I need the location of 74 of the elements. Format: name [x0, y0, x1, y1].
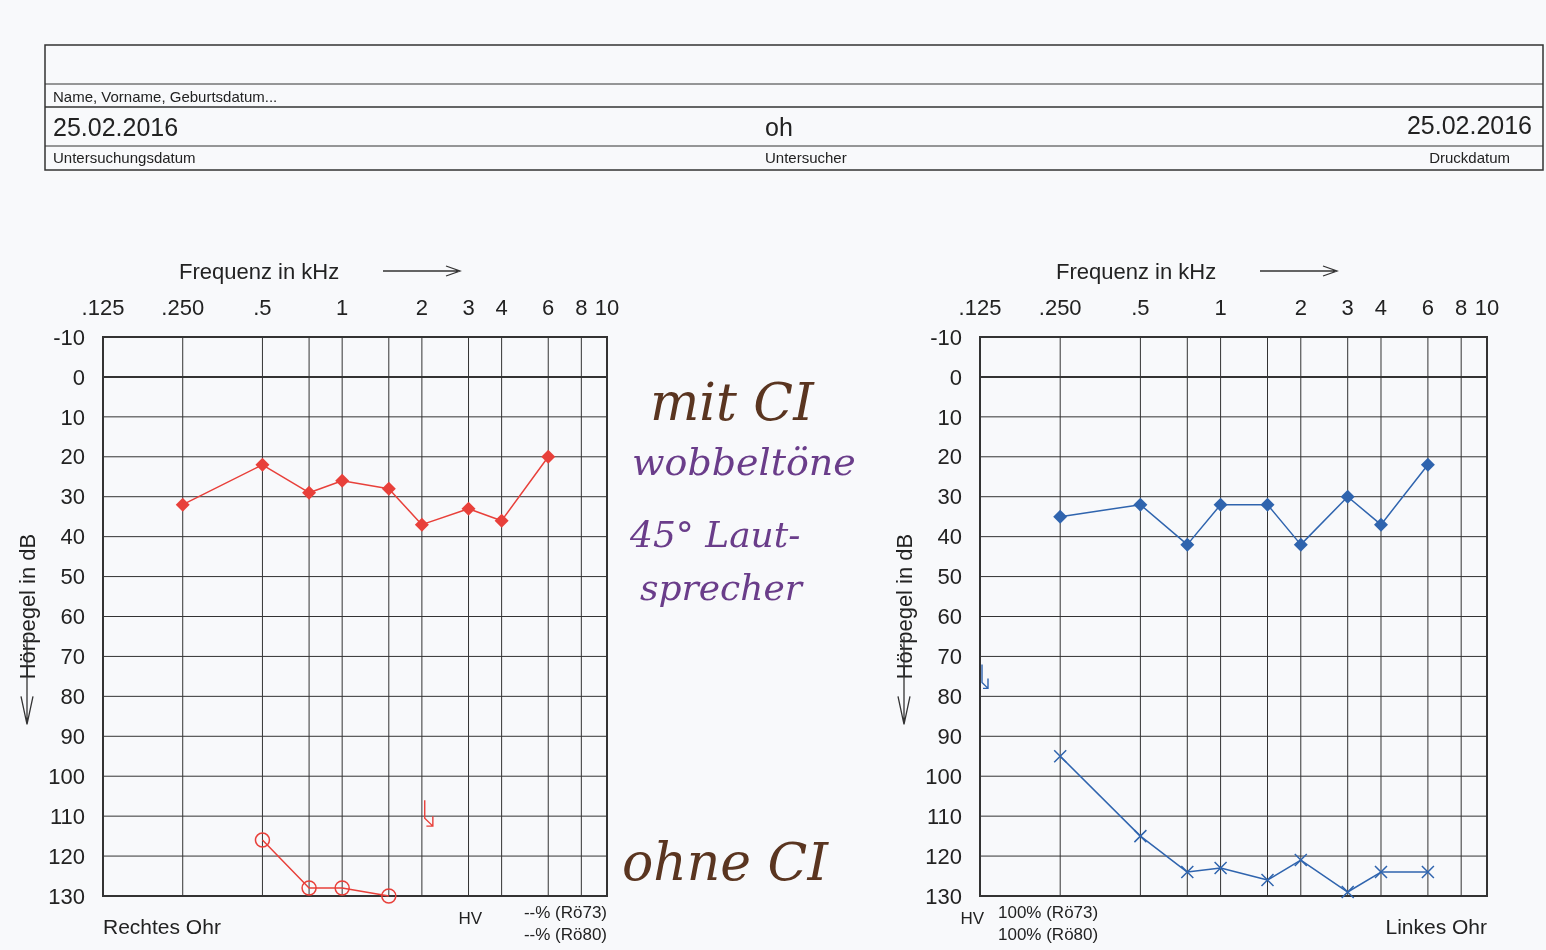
y-tick-label: 20: [60, 444, 85, 470]
y-tick-label: 50: [60, 564, 85, 590]
text: Untersuchungsdatum: [53, 149, 196, 166]
y-tick-label: 110: [926, 803, 962, 829]
y-tick-label: 130: [48, 883, 85, 909]
text: Name, Vorname, Geburtsdatum...: [53, 88, 278, 105]
text: Linkes Ohr: [1385, 915, 1487, 938]
x-tick-label: 6: [1421, 295, 1435, 320]
x-tick-label: 2: [1294, 295, 1307, 320]
text: wobbeltöne: [632, 440, 856, 484]
y-tick-label: 10: [60, 404, 85, 430]
x-tick-label: 3: [462, 295, 475, 320]
text: Druckdatum: [1429, 149, 1510, 166]
x-tick-label: 10: [594, 295, 620, 320]
y-tick-label: -10: [53, 324, 85, 350]
y-tick-label: 40: [60, 524, 85, 550]
text: Rechtes Ohr: [103, 915, 221, 938]
x-tick-label: .250: [161, 295, 205, 320]
text: ohne CI: [622, 832, 830, 892]
y-tick-label: 90: [60, 723, 85, 749]
x-tick-label: 6: [542, 295, 555, 320]
text: mit CI: [650, 372, 816, 432]
x-tick-label: 1: [336, 295, 349, 320]
y-tick-label: 10: [937, 404, 962, 430]
y-axis-title: Hörpegel in dB: [892, 533, 917, 680]
text: 25.02.2016: [53, 113, 179, 141]
x-tick-label: .250: [1038, 295, 1082, 320]
text: HV: [960, 909, 985, 928]
x-tick-label: 4: [1374, 295, 1388, 320]
x-tick-label: 10: [1474, 295, 1500, 320]
y-tick-label: 80: [60, 684, 85, 710]
text: sprecher: [640, 567, 804, 608]
text: --% (Rö80): [523, 925, 607, 944]
text: 45° Laut-: [629, 514, 801, 555]
text: Untersucher: [765, 149, 847, 166]
text: 100% (Rö73): [998, 903, 1099, 922]
y-tick-label: -10: [930, 324, 962, 350]
x-tick-label: .125: [958, 295, 1002, 320]
x-tick-label: 3: [1341, 295, 1354, 320]
x-tick-label: 8: [575, 295, 588, 320]
y-tick-label: 50: [937, 564, 962, 590]
y-tick-label: 70: [60, 644, 85, 670]
y-tick-label: 30: [60, 484, 85, 510]
y-tick-label: 90: [937, 723, 962, 749]
y-tick-label: 100: [925, 763, 962, 789]
y-tick-label: 30: [937, 484, 962, 510]
text: oh: [765, 113, 793, 141]
x-axis-title: Frequenz in kHz: [1056, 259, 1217, 284]
x-tick-label: 4: [495, 295, 508, 320]
y-tick-label: 0: [72, 364, 85, 390]
x-tick-label: .5: [253, 295, 272, 320]
y-tick-label: 70: [937, 644, 962, 670]
x-tick-label: .125: [81, 295, 125, 320]
y-tick-label: 110: [49, 803, 85, 829]
text: HV: [458, 909, 483, 928]
x-tick-label: .5: [1131, 295, 1150, 320]
text: 100% (Rö80): [998, 925, 1099, 944]
x-tick-label: 2: [415, 295, 429, 320]
y-tick-label: 120: [925, 843, 962, 869]
text: 25.02.2016: [1406, 111, 1532, 139]
y-tick-label: 100: [48, 763, 85, 789]
y-tick-label: 60: [937, 604, 962, 630]
y-tick-label: 40: [937, 524, 962, 550]
y-tick-label: 80: [937, 684, 962, 710]
x-tick-label: 8: [1455, 295, 1468, 320]
y-tick-label: 60: [60, 604, 85, 630]
text: --% (Rö73): [523, 903, 607, 922]
y-axis-title: Hörpegel in dB: [15, 533, 40, 680]
y-tick-label: 0: [949, 364, 962, 390]
y-tick-label: 20: [937, 444, 962, 470]
y-tick-label: 130: [925, 883, 962, 909]
x-tick-label: 1: [1214, 295, 1227, 320]
y-tick-label: 120: [48, 843, 85, 869]
x-axis-title: Frequenz in kHz: [179, 259, 340, 284]
